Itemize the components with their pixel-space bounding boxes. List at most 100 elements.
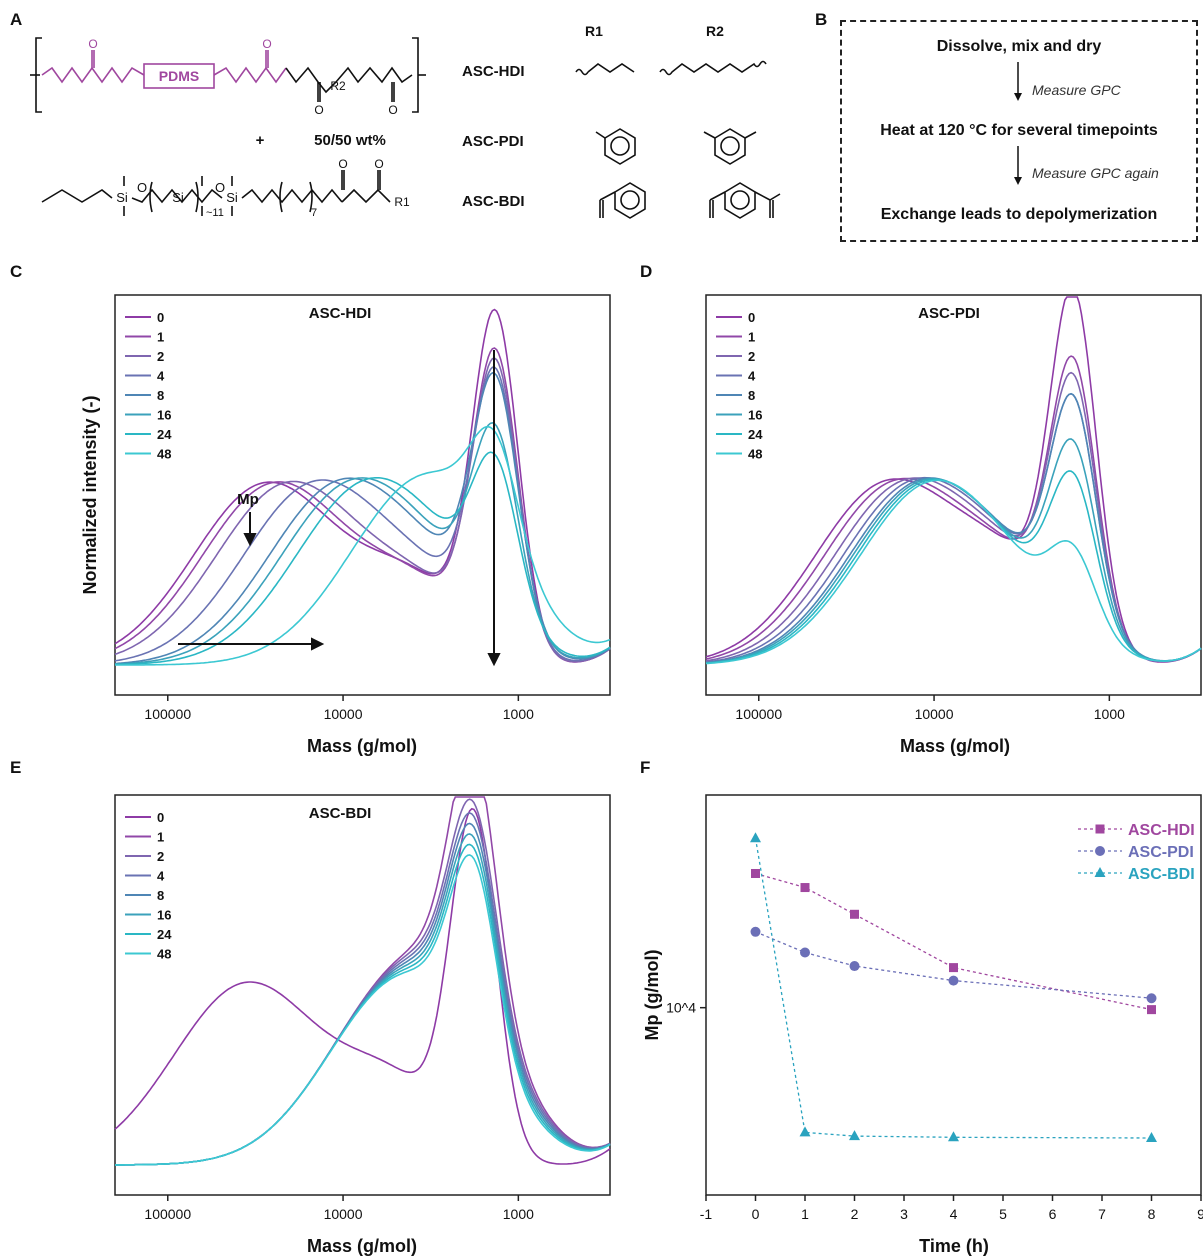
x-tick-label: 5	[999, 1206, 1007, 1222]
curve-group	[114, 796, 611, 1166]
panel-letter-b: B	[815, 10, 828, 29]
series-1-line	[115, 796, 611, 1166]
o-1: O	[137, 180, 147, 195]
chart-title: ASC-PDI	[918, 305, 980, 322]
x-tick-label: 7	[1098, 1206, 1106, 1222]
legend-label-8: 8	[157, 888, 164, 903]
legend-label-16: 16	[157, 408, 171, 423]
series-line-ASC-HDI	[755, 872, 1152, 1011]
series-0-line	[705, 296, 1202, 663]
legend-label-0: 0	[157, 310, 164, 325]
si-3: Si	[226, 190, 238, 205]
legend-label-2: 2	[157, 349, 164, 364]
point-ASC-BDI	[750, 832, 761, 843]
legend: ASC-HDI ASC-PDI ASC-BDI	[1078, 822, 1195, 883]
workflow-note-2: Measure GPC again	[1032, 165, 1159, 181]
legend-label-1: 1	[157, 830, 164, 845]
repeat-index: ~11	[206, 207, 224, 219]
point-ASC-BDI	[849, 1130, 860, 1141]
seven-index: 7	[311, 207, 317, 219]
legend-label-1: 1	[157, 330, 164, 345]
legend-label-24: 24	[157, 427, 172, 442]
legend-label-48: 48	[748, 447, 762, 462]
legend-label-48: 48	[157, 447, 171, 462]
panel-letter-d: D	[640, 262, 653, 281]
carbonyl-o-6: O	[374, 157, 383, 171]
point-ASC-PDI	[1146, 993, 1157, 1004]
legend-marker-ASC-HDI	[1095, 824, 1105, 834]
x-tick-label: 10000	[915, 706, 954, 722]
x-tick-label: -1	[700, 1206, 713, 1222]
series-1-line	[114, 347, 611, 663]
legend-label-8: 8	[748, 388, 755, 403]
pdms-label: PDMS	[159, 68, 199, 84]
workflow-box: Dissolve, mix and dry Measure GPC Heat a…	[840, 20, 1198, 242]
legend-label-16: 16	[748, 408, 762, 423]
r2-header: R2	[706, 23, 724, 39]
legend-label-16: 16	[157, 908, 171, 923]
workflow-note-1: Measure GPC	[1032, 82, 1121, 98]
series-48-line	[115, 425, 611, 666]
plot-frame	[114, 794, 611, 1196]
x-tick-label: 1	[801, 1206, 809, 1222]
x-tick-label: 8	[1148, 1206, 1156, 1222]
point-ASC-PDI	[849, 961, 860, 972]
legend-marker-ASC-PDI	[1095, 846, 1105, 856]
panel-letter-a: A	[10, 10, 23, 29]
legend-label-8: 8	[157, 388, 164, 403]
series-lines	[754, 838, 1152, 1139]
legend-label-1: 1	[748, 330, 755, 345]
legend-label-ASC-BDI: ASC-BDI	[1128, 866, 1195, 883]
x-axis-ticks: 100000 10000 1000	[735, 695, 1125, 722]
x-axis-label: Mass (g/mol)	[307, 1236, 417, 1256]
legend-label-24: 24	[157, 927, 172, 942]
legend-marker-ASC-BDI	[1094, 867, 1106, 877]
panel-letter-e: E	[10, 758, 22, 777]
legend-label-48: 48	[157, 947, 171, 962]
x-axis-label: Mass (g/mol)	[307, 736, 417, 756]
o-2: O	[215, 180, 225, 195]
workflow-step-1: Dissolve, mix and dry	[936, 38, 1102, 55]
legend-label-4: 4	[748, 369, 756, 384]
series-48-line	[115, 854, 611, 1166]
x-tick-label: 1000	[503, 706, 534, 722]
point-ASC-PDI	[948, 975, 959, 986]
series-8-line	[114, 372, 611, 665]
point-ASC-HDI	[949, 963, 958, 973]
point-ASC-HDI	[850, 909, 859, 919]
carbonyl-o-3: O	[314, 103, 323, 117]
ratio-label: 50/50 wt%	[314, 132, 386, 149]
legend-label-0: 0	[157, 810, 164, 825]
y-axis-label: Normalized intensity (-)	[80, 395, 100, 594]
point-ASC-PDI	[800, 947, 810, 958]
legend-label-24: 24	[748, 427, 763, 442]
point-ASC-PDI	[750, 926, 761, 937]
legend-label-2: 2	[748, 349, 755, 364]
x-tick-label: 9	[1197, 1206, 1203, 1222]
series-48-line	[705, 479, 1202, 665]
mp-annotation: Mp	[237, 491, 259, 508]
x-tick-label: 1000	[1094, 706, 1125, 722]
y-axis-label: Mp (g/mol)	[642, 950, 662, 1041]
series-2-line	[114, 357, 611, 663]
series-4-line	[705, 392, 1202, 663]
down-arrow-icon	[1014, 62, 1022, 101]
row-label-bdi: ASC-BDI	[462, 193, 525, 210]
x-tick-label: 3	[900, 1206, 908, 1222]
x-tick-label: 4	[950, 1206, 958, 1222]
plot-frame	[705, 294, 1202, 696]
chart-mp-vs-time: -1 0 1 2 3 4 5 6 7 8 9 10^4 ASC-HDI ASC-PDI ASC-BDI T…	[642, 794, 1203, 1256]
workflow-step-3: Exchange leads to depolymerization	[880, 206, 1158, 223]
legend-label-2: 2	[157, 849, 164, 864]
x-tick-label: 0	[752, 1206, 760, 1222]
series-24-line	[114, 451, 611, 666]
x-tick-label: 100000	[735, 706, 782, 722]
carbonyl-o-4: O	[388, 103, 397, 117]
chemical-scheme: PDMS O O O O R2 + 50/50 wt% Si O Si ~11 …	[30, 23, 781, 219]
workflow-step-2: Heat at 120 °C for several timepoints	[880, 122, 1158, 139]
legend-label-ASC-HDI: ASC-HDI	[1128, 822, 1195, 839]
